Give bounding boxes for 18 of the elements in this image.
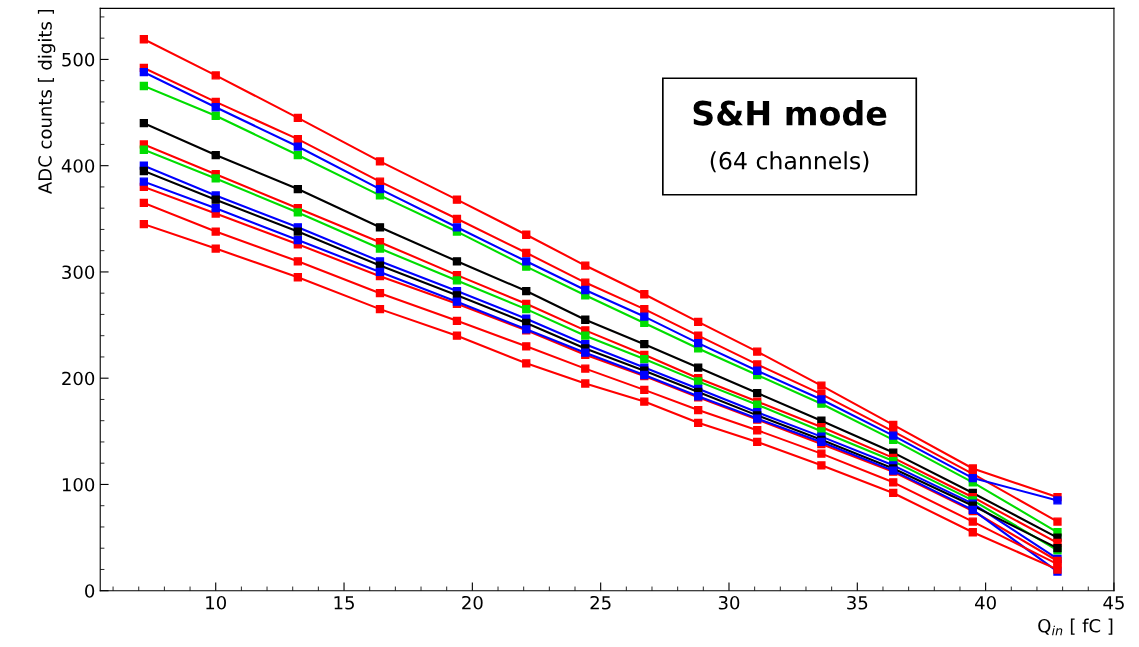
y-tick-label: 300: [62, 265, 95, 280]
x-axis-title: Q$_{in}$ [ fC ]: [1038, 618, 1113, 636]
x-tick-label: 30: [718, 595, 740, 610]
x-tick-label: 10: [206, 595, 227, 610]
x-tick-label: 35: [847, 595, 868, 610]
y-tick-label: 200: [62, 371, 95, 386]
x-tick-label: 20: [462, 595, 483, 610]
y-tick-label: 500: [62, 52, 95, 67]
y-tick-label: 400: [61, 159, 95, 173]
annotation: S&H mode: [693, 100, 887, 126]
x-tick-label: 45: [1103, 596, 1124, 610]
y-tick-label: 0: [85, 584, 95, 598]
y-tick-label: 100: [62, 477, 95, 492]
y-axis-title: ADC counts [ digits ]: [37, 9, 56, 194]
x-tick-label: 25: [590, 595, 611, 610]
x-tick-label: 15: [334, 596, 354, 610]
annotation: (64 channels): [710, 151, 869, 173]
x-tick-label: 40: [975, 595, 996, 610]
